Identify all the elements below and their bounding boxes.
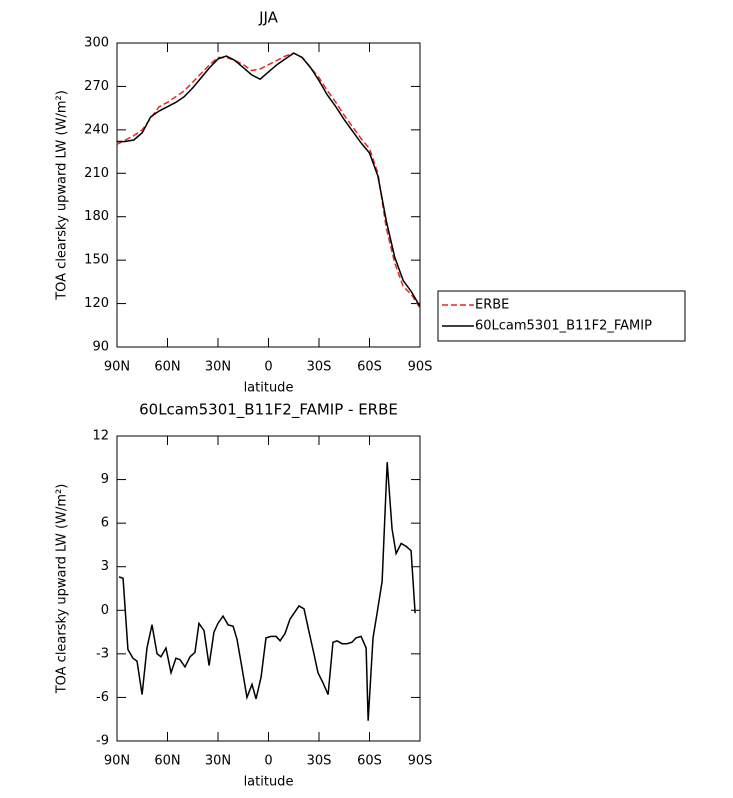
- x-tick-label: 0: [264, 754, 272, 769]
- y-tick-label: 6: [101, 516, 109, 531]
- x-tick-label: 30S: [307, 754, 332, 769]
- y-tick-label: 240: [84, 122, 109, 137]
- y-tick-label: -3: [96, 646, 109, 661]
- x-tick-label: 60N: [154, 754, 180, 769]
- plot-frame: [116, 42, 421, 348]
- x-tick-label: 60S: [357, 754, 382, 769]
- chart-title: 60Lcam5301_B11F2_FAMIP - ERBE: [139, 401, 398, 420]
- y-tick-label: 90: [92, 340, 109, 355]
- y-tick-label: 9: [101, 472, 109, 487]
- y-tick-label: 300: [84, 36, 109, 51]
- x-tick-label: 30N: [205, 754, 231, 769]
- x-axis-label: latitude: [244, 775, 294, 790]
- x-tick-label: 90N: [104, 754, 130, 769]
- y-axis-label: TOA clearsky upward LW (W/m²): [55, 484, 70, 695]
- y-tick-label: 150: [84, 253, 109, 268]
- x-axis-label: latitude: [244, 381, 294, 396]
- legend-box: [437, 290, 686, 342]
- legend: ERBE 60Lcam5301_B11F2_FAMIP: [437, 290, 686, 342]
- series-line: [117, 52, 421, 307]
- x-tick-label: 60N: [154, 360, 180, 375]
- y-tick-label: -9: [96, 734, 109, 749]
- series-line: [116, 52, 421, 309]
- y-tick-label: 3: [101, 559, 109, 574]
- x-tick-label: 90N: [104, 360, 130, 375]
- y-tick-label: 180: [84, 209, 109, 224]
- x-tick-label: 90S: [408, 754, 433, 769]
- x-tick-label: 30N: [205, 360, 231, 375]
- plot-frame: [116, 435, 421, 742]
- x-tick-label: 90S: [408, 360, 433, 375]
- chart-title: JJA: [258, 9, 279, 27]
- legend-label: ERBE: [475, 298, 509, 313]
- y-tick-label: 0: [101, 603, 109, 618]
- data-line: [118, 462, 416, 721]
- x-tick-label: 60S: [357, 360, 382, 375]
- x-tick-label: 30S: [307, 360, 332, 375]
- y-tick-label: 210: [84, 166, 109, 181]
- y-axis-label: TOA clearsky upward LW (W/m²): [55, 90, 70, 301]
- y-tick-label: -6: [96, 690, 109, 705]
- y-tick-label: 12: [92, 429, 109, 444]
- legend-label: 60Lcam5301_B11F2_FAMIP: [475, 319, 652, 334]
- y-tick-label: 270: [84, 79, 109, 94]
- x-tick-label: 0: [264, 360, 272, 375]
- y-tick-label: 120: [84, 296, 109, 311]
